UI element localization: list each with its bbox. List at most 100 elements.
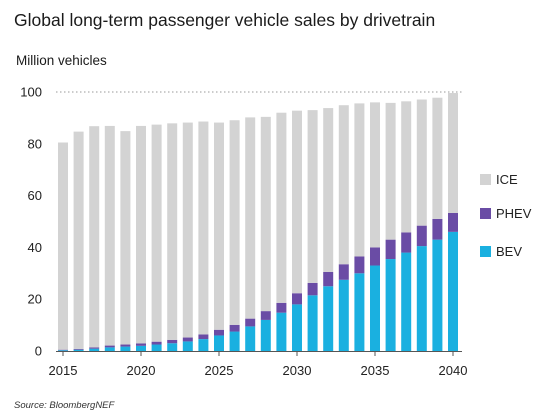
bar-ice-2016	[73, 131, 84, 349]
bar-bev-2018	[104, 347, 115, 351]
bar-phev-2040	[448, 212, 458, 232]
bar-ice-2015	[58, 142, 68, 350]
bar-phev-2016	[73, 348, 84, 350]
bar-phev-2033	[338, 264, 349, 280]
bar-ice-2018	[104, 125, 115, 346]
y-axis-label: Million vehicles	[16, 53, 107, 68]
y-tick-label-100: 100	[20, 85, 42, 100]
bar-ice-2029	[276, 112, 287, 303]
bar-ice-2035	[370, 102, 380, 248]
bar-phev-2024	[198, 334, 209, 340]
bar-bev-2025	[214, 335, 224, 351]
bar-bev-2023	[182, 341, 193, 351]
legend-label-phev: PHEV	[496, 206, 532, 221]
bar-phev-2019	[120, 344, 131, 347]
bar-bev-2021	[151, 344, 162, 351]
bar-ice-2025	[214, 122, 224, 330]
legend-swatch-phev	[480, 208, 491, 219]
x-tick-label-2020: 2020	[127, 363, 156, 378]
bar-ice-2028	[260, 116, 271, 312]
bar-ice-2034	[354, 103, 365, 257]
bar-ice-2017	[89, 126, 100, 348]
x-tick-label-2035: 2035	[361, 363, 390, 378]
y-tick-label-0: 0	[35, 344, 42, 359]
bar-phev-2032	[323, 272, 334, 287]
y-tick-label-60: 60	[28, 188, 42, 203]
bar-ice-2033	[338, 105, 349, 265]
bar-bev-2015	[58, 350, 68, 351]
bar-bev-2024	[198, 339, 209, 351]
legend-swatch-bev	[480, 246, 491, 257]
bar-ice-2036	[385, 102, 396, 240]
bar-bev-2017	[89, 348, 100, 351]
bar-bev-2016	[73, 349, 84, 351]
source-note: Source: BloombergNEF	[14, 400, 115, 411]
bar-ice-2031	[307, 110, 318, 283]
bar-phev-2028	[260, 311, 271, 320]
bar-phev-2034	[354, 256, 365, 274]
bar-phev-2035	[370, 247, 380, 266]
bar-phev-2023	[182, 337, 193, 342]
bar-phev-2017	[89, 347, 100, 349]
legend-label-bev: BEV	[496, 244, 522, 259]
bar-bev-2035	[370, 265, 380, 351]
bar-phev-2039	[432, 218, 443, 240]
x-tick-label-2040: 2040	[439, 363, 468, 378]
bar-phev-2025	[214, 329, 224, 336]
bar-phev-2018	[104, 345, 115, 348]
bar-phev-2029	[276, 302, 287, 313]
bar-bev-2019	[120, 346, 131, 351]
chart-title: Global long-term passenger vehicle sales…	[14, 10, 436, 30]
bar-ice-2037	[401, 101, 412, 233]
bar-ice-2026	[229, 120, 240, 325]
bar-ice-2023	[182, 122, 193, 338]
x-tick-label-2025: 2025	[205, 363, 234, 378]
bar-bev-2040	[448, 231, 458, 351]
bar-ice-2024	[198, 121, 209, 335]
bar-ice-2027	[245, 117, 256, 319]
bar-bev-2020	[136, 345, 146, 351]
x-tick-label-2015: 2015	[49, 363, 78, 378]
bar-ice-2021	[151, 124, 162, 342]
bar-bev-2037	[401, 252, 412, 351]
bar-ice-2022	[167, 123, 178, 340]
bar-bev-2022	[167, 343, 178, 351]
bar-phev-2015	[58, 349, 68, 351]
bar-ice-2040	[448, 93, 458, 213]
y-tick-label-20: 20	[28, 292, 42, 307]
bar-bev-2031	[307, 295, 318, 351]
legend-label-ice: ICE	[496, 172, 518, 187]
bar-bev-2027	[245, 326, 256, 351]
bar-bev-2026	[229, 331, 240, 351]
bar-bev-2029	[276, 312, 287, 351]
bar-phev-2026	[229, 324, 240, 332]
bar-phev-2037	[401, 232, 412, 253]
bar-bev-2030	[292, 304, 302, 351]
bar-bev-2033	[338, 279, 349, 351]
bar-ice-2019	[120, 131, 131, 345]
bar-ice-2030	[292, 110, 302, 294]
bar-bev-2036	[385, 259, 396, 351]
x-tick-label-2030: 2030	[283, 363, 312, 378]
bar-bev-2039	[432, 239, 443, 351]
legend-swatch-ice	[480, 174, 491, 185]
bar-phev-2031	[307, 282, 318, 296]
bar-ice-2032	[323, 108, 334, 273]
bar-phev-2038	[416, 225, 427, 247]
bar-phev-2021	[151, 341, 162, 345]
y-tick-label-80: 80	[28, 136, 42, 151]
bar-bev-2034	[354, 273, 365, 351]
bar-phev-2030	[292, 293, 302, 305]
bar-phev-2036	[385, 239, 396, 260]
bar-bev-2038	[416, 246, 427, 351]
bar-bev-2028	[260, 319, 271, 351]
bar-bev-2032	[323, 286, 334, 351]
bar-phev-2020	[136, 343, 146, 346]
bar-phev-2022	[167, 339, 178, 344]
bar-ice-2038	[416, 99, 427, 226]
y-tick-label-40: 40	[28, 240, 42, 255]
bar-phev-2027	[245, 318, 256, 327]
bar-ice-2039	[432, 97, 443, 219]
bar-ice-2020	[136, 125, 146, 344]
